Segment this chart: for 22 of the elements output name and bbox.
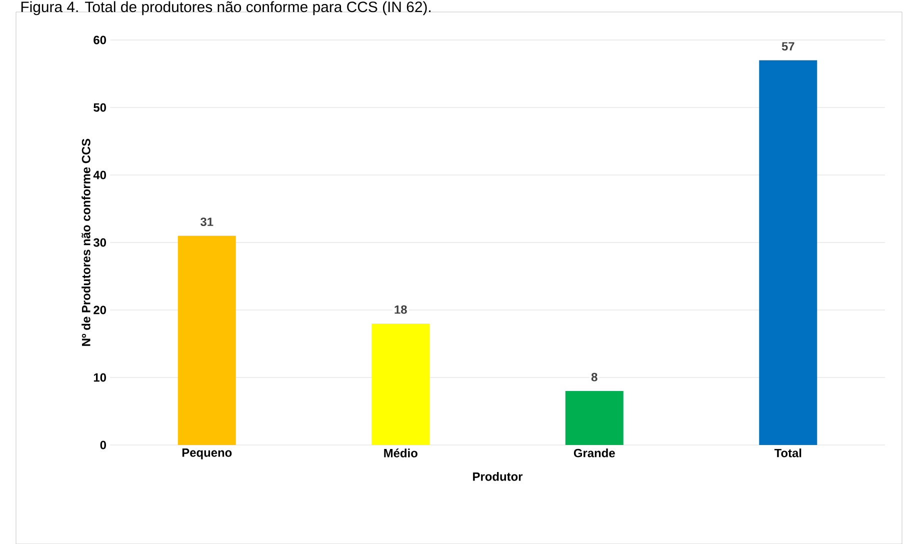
x-tick-label: Total [774, 448, 802, 458]
y-tick-label: 0 [100, 440, 106, 450]
y-axis-title: Nº de Produtores não conforme CCS [82, 138, 90, 346]
bar [759, 60, 818, 445]
x-tick-label: Médio [384, 448, 418, 458]
y-tick-label: 50 [94, 103, 106, 112]
x-tick-label: Pequeno [182, 448, 232, 460]
bar [565, 390, 624, 445]
data-label: 8 [591, 372, 598, 382]
data-label: 57 [782, 42, 794, 50]
x-tick-label: Grande [574, 448, 615, 458]
y-tick-label: 10 [94, 373, 106, 382]
y-tick-label: 60 [94, 36, 106, 44]
y-tick-label: 20 [94, 306, 106, 314]
bar [178, 236, 236, 445]
chart-title: Figura 4. Total de produtores não conforme para CCS (IN 62). [21, 1, 430, 16]
data-label: 31 [200, 217, 214, 226]
x-axis-title: Produtor [473, 472, 523, 481]
bar [372, 323, 430, 445]
data-label: 18 [394, 305, 407, 314]
y-tick-label: 30 [93, 238, 106, 247]
y-tick-label: 40 [93, 170, 106, 180]
